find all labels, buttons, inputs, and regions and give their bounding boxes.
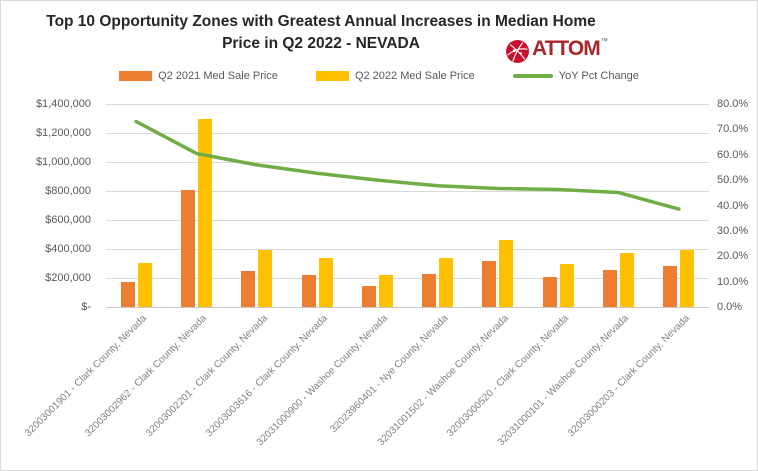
legend-line-swatch bbox=[512, 74, 553, 78]
gridline bbox=[106, 103, 709, 105]
legend-label: Q2 2022 Med Sale Price bbox=[354, 70, 475, 82]
gridline bbox=[106, 190, 709, 192]
x-axis-category-label: 32031001502 - Washoe County, Nevada bbox=[375, 313, 511, 449]
gridline bbox=[106, 306, 709, 308]
bar-q2-2021-med-sale-price bbox=[120, 281, 135, 307]
bar-q2-2021-med-sale-price bbox=[241, 270, 256, 307]
x-axis-category-label: 32003002201 - Clark County, Nevada bbox=[143, 313, 270, 439]
bar-q2-2022-med-sale-price bbox=[258, 250, 273, 307]
y-axis-right-tick-label: 20.0% bbox=[717, 250, 749, 263]
gridline bbox=[106, 277, 709, 279]
bar-q2-2022-med-sale-price bbox=[378, 274, 393, 307]
x-axis-category-label: 32003000520 - Clark County, Nevada bbox=[445, 313, 572, 439]
bar-q2-2021-med-sale-price bbox=[482, 261, 497, 307]
x-axis-category-label: 32003001901 - Clark County, Nevada bbox=[22, 313, 149, 439]
bar-q2-2022-med-sale-price bbox=[620, 253, 635, 307]
bar-q2-2022-med-sale-price bbox=[137, 263, 152, 307]
y-axis-left-tick-label: $400,000 bbox=[45, 243, 91, 255]
bar-q2-2022-med-sale-price bbox=[680, 249, 695, 307]
legend-item: Q2 2021 Med Sale Price bbox=[119, 70, 278, 82]
gridline bbox=[106, 132, 709, 134]
y-axis-right-tick-label: 80.0% bbox=[717, 98, 749, 110]
legend-label: YoY Pct Change bbox=[558, 70, 639, 82]
attom-logo-trademark: ™ bbox=[600, 38, 608, 45]
title-line-2: Price in Q2 2022 - NEVADA bbox=[222, 35, 420, 52]
gridline bbox=[106, 161, 709, 163]
bar-q2-2021-med-sale-price bbox=[301, 275, 316, 307]
chart-title: Top 10 Opportunity Zones with Greatest A… bbox=[19, 11, 623, 55]
y-axis-right-tick-label: 50.0% bbox=[717, 174, 749, 187]
x-axis-category-label: 32031000101 - Washoe County, Nevada bbox=[496, 313, 632, 449]
bar-q2-2022-med-sale-price bbox=[499, 240, 514, 307]
bar-q2-2022-med-sale-price bbox=[318, 258, 333, 307]
bar-q2-2022-med-sale-price bbox=[439, 258, 454, 307]
y-axis-left-tick-label: $1,000,000 bbox=[35, 156, 91, 168]
x-axis-category-label: 32003003616 - Clark County, Nevada bbox=[203, 313, 330, 439]
legend-label: Q2 2021 Med Sale Price bbox=[158, 70, 278, 82]
bar-q2-2021-med-sale-price bbox=[180, 189, 195, 307]
bar-q2-2021-med-sale-price bbox=[663, 265, 678, 307]
bar-q2-2021-med-sale-price bbox=[361, 285, 376, 307]
legend-bar-swatch bbox=[119, 71, 153, 81]
bar-q2-2022-med-sale-price bbox=[197, 118, 212, 307]
y-axis-right-tick-label: 40.0% bbox=[717, 199, 749, 212]
yoy-pct-change-line bbox=[134, 119, 681, 211]
x-axis-category-label: 32023960401 - Nye County, Nevada bbox=[328, 313, 451, 436]
y-axis-right-tick-label: 10.0% bbox=[717, 275, 749, 288]
legend-item: YoY Pct Change bbox=[512, 70, 639, 82]
attom-logo-text: ATTOM bbox=[532, 37, 601, 60]
x-axis-category-label: 32003000203 - Clark County, Nevada bbox=[565, 313, 692, 439]
y-axis-left-tick-label: $800,000 bbox=[45, 185, 91, 197]
y-axis-left-tick-label: $1,400,000 bbox=[35, 98, 91, 110]
bar-q2-2021-med-sale-price bbox=[603, 270, 618, 307]
chart-legend: Q2 2021 Med Sale Price Q2 2022 Med Sale P… bbox=[25, 70, 733, 82]
y-axis-left-tick-label: $200,000 bbox=[45, 272, 91, 284]
y-axis-left-tick-label: $600,000 bbox=[45, 214, 91, 226]
x-axis-category-label: 32003002962 - Clark County, Nevada bbox=[83, 313, 210, 439]
gridline bbox=[106, 219, 709, 221]
y-axis-left-tick-label: $- bbox=[81, 301, 91, 313]
legend-bar-swatch bbox=[315, 71, 349, 81]
y-axis-right-tick-label: 70.0% bbox=[717, 123, 749, 136]
bar-q2-2021-med-sale-price bbox=[542, 277, 557, 307]
title-line-1: Top 10 Opportunity Zones with Greatest A… bbox=[46, 13, 596, 30]
attom-logo: ATTOM ™ bbox=[505, 37, 608, 64]
x-axis-category-label: 32031000900 - Washoe County, Nevada bbox=[254, 313, 391, 449]
bar-q2-2021-med-sale-price bbox=[422, 273, 437, 307]
y-axis-right-tick-label: 30.0% bbox=[717, 224, 749, 237]
legend-item: Q2 2022 Med Sale Price bbox=[315, 70, 475, 82]
gridline bbox=[106, 248, 709, 250]
y-axis-left-tick-label: $1,200,000 bbox=[35, 127, 91, 139]
bar-q2-2022-med-sale-price bbox=[559, 263, 574, 307]
y-axis-right-tick-label: 0.0% bbox=[717, 301, 743, 313]
attom-globe-icon bbox=[505, 37, 530, 64]
y-axis-right-tick-label: 60.0% bbox=[717, 148, 749, 161]
